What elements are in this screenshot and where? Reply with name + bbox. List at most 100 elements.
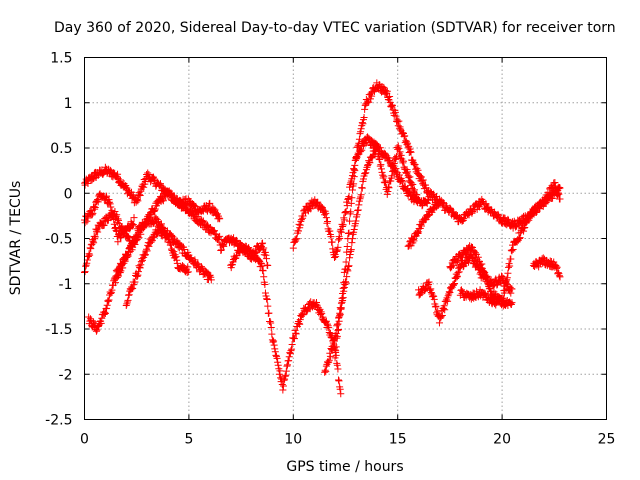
data-point (275, 370, 283, 378)
x-axis-label: GPS time / hours (286, 459, 403, 475)
data-point (445, 288, 453, 296)
data-point (388, 167, 396, 175)
data-point (546, 257, 554, 265)
data-point (344, 230, 352, 238)
data-point (555, 272, 563, 280)
data-point (295, 227, 303, 235)
data-point (416, 172, 424, 180)
data-point (506, 283, 514, 291)
data-point (86, 244, 94, 252)
data-point (256, 263, 264, 271)
data-point (339, 289, 347, 297)
data-point (345, 193, 353, 201)
data-point (440, 199, 448, 207)
data-point (334, 243, 342, 251)
data-point (145, 242, 153, 250)
data-point (417, 222, 425, 230)
data-point (351, 167, 359, 175)
data-point (351, 156, 359, 164)
data-point (172, 238, 180, 246)
data-point (486, 284, 494, 292)
y-tick-label: -1.5 (45, 322, 72, 338)
data-point (283, 362, 291, 370)
data-point (287, 347, 295, 355)
data-point (129, 221, 137, 229)
data-point (507, 289, 515, 297)
data-point (494, 210, 502, 218)
data-point (386, 92, 394, 100)
data-point (415, 228, 423, 236)
data-point (397, 125, 405, 133)
data-point (348, 194, 356, 202)
data-point (488, 207, 496, 215)
data-point (411, 186, 419, 194)
data-point (81, 219, 89, 227)
data-point (355, 135, 363, 143)
data-point (339, 284, 347, 292)
data-point (448, 263, 456, 271)
data-point (467, 247, 475, 255)
data-point (93, 197, 101, 205)
data-point (126, 225, 134, 233)
data-point (467, 243, 475, 251)
data-point (297, 216, 305, 224)
data-point (507, 255, 515, 263)
data-point (353, 211, 361, 219)
data-point (270, 337, 278, 345)
data-point (282, 371, 290, 379)
series-track-8 (227, 239, 272, 272)
data-point (150, 219, 158, 227)
data-point (556, 184, 564, 192)
data-point (504, 215, 512, 223)
data-point (390, 164, 398, 172)
data-point (89, 209, 97, 217)
data-point (227, 264, 235, 272)
data-point (131, 240, 139, 248)
y-tick-label: 0.5 (50, 141, 72, 157)
data-point (121, 227, 129, 235)
data-point (469, 206, 477, 214)
data-point (167, 239, 175, 247)
data-point (550, 179, 558, 187)
data-point (317, 308, 325, 316)
data-point (279, 386, 287, 394)
data-point (444, 297, 452, 305)
data-point (173, 256, 181, 264)
data-point (242, 246, 250, 254)
data-point (318, 310, 326, 318)
data-point (430, 292, 438, 300)
data-point (383, 87, 391, 95)
data-point (88, 240, 96, 248)
data-point (282, 367, 290, 375)
data-point (350, 226, 358, 234)
data-point (441, 306, 449, 314)
data-point (261, 289, 269, 297)
data-point (380, 83, 388, 91)
data-point (334, 326, 342, 334)
data-point (342, 278, 349, 286)
data-point (101, 308, 109, 316)
data-point (328, 238, 336, 246)
data-point (261, 248, 269, 256)
data-point (252, 247, 260, 255)
data-point (205, 200, 213, 208)
data-point (267, 324, 275, 332)
data-point (354, 143, 362, 151)
data-point (408, 179, 416, 187)
data-point (423, 199, 431, 207)
data-point (345, 229, 353, 237)
data-point (413, 191, 421, 199)
data-point (543, 195, 551, 203)
data-point (125, 291, 133, 299)
data-point (500, 214, 508, 222)
data-point (352, 217, 360, 225)
data-point (107, 290, 115, 298)
data-point (528, 211, 536, 219)
data-point (121, 255, 129, 263)
data-point (394, 118, 402, 126)
data-point (403, 141, 411, 149)
data-point (347, 199, 355, 207)
data-point (357, 191, 365, 199)
data-point (353, 152, 361, 160)
data-point (274, 358, 282, 366)
